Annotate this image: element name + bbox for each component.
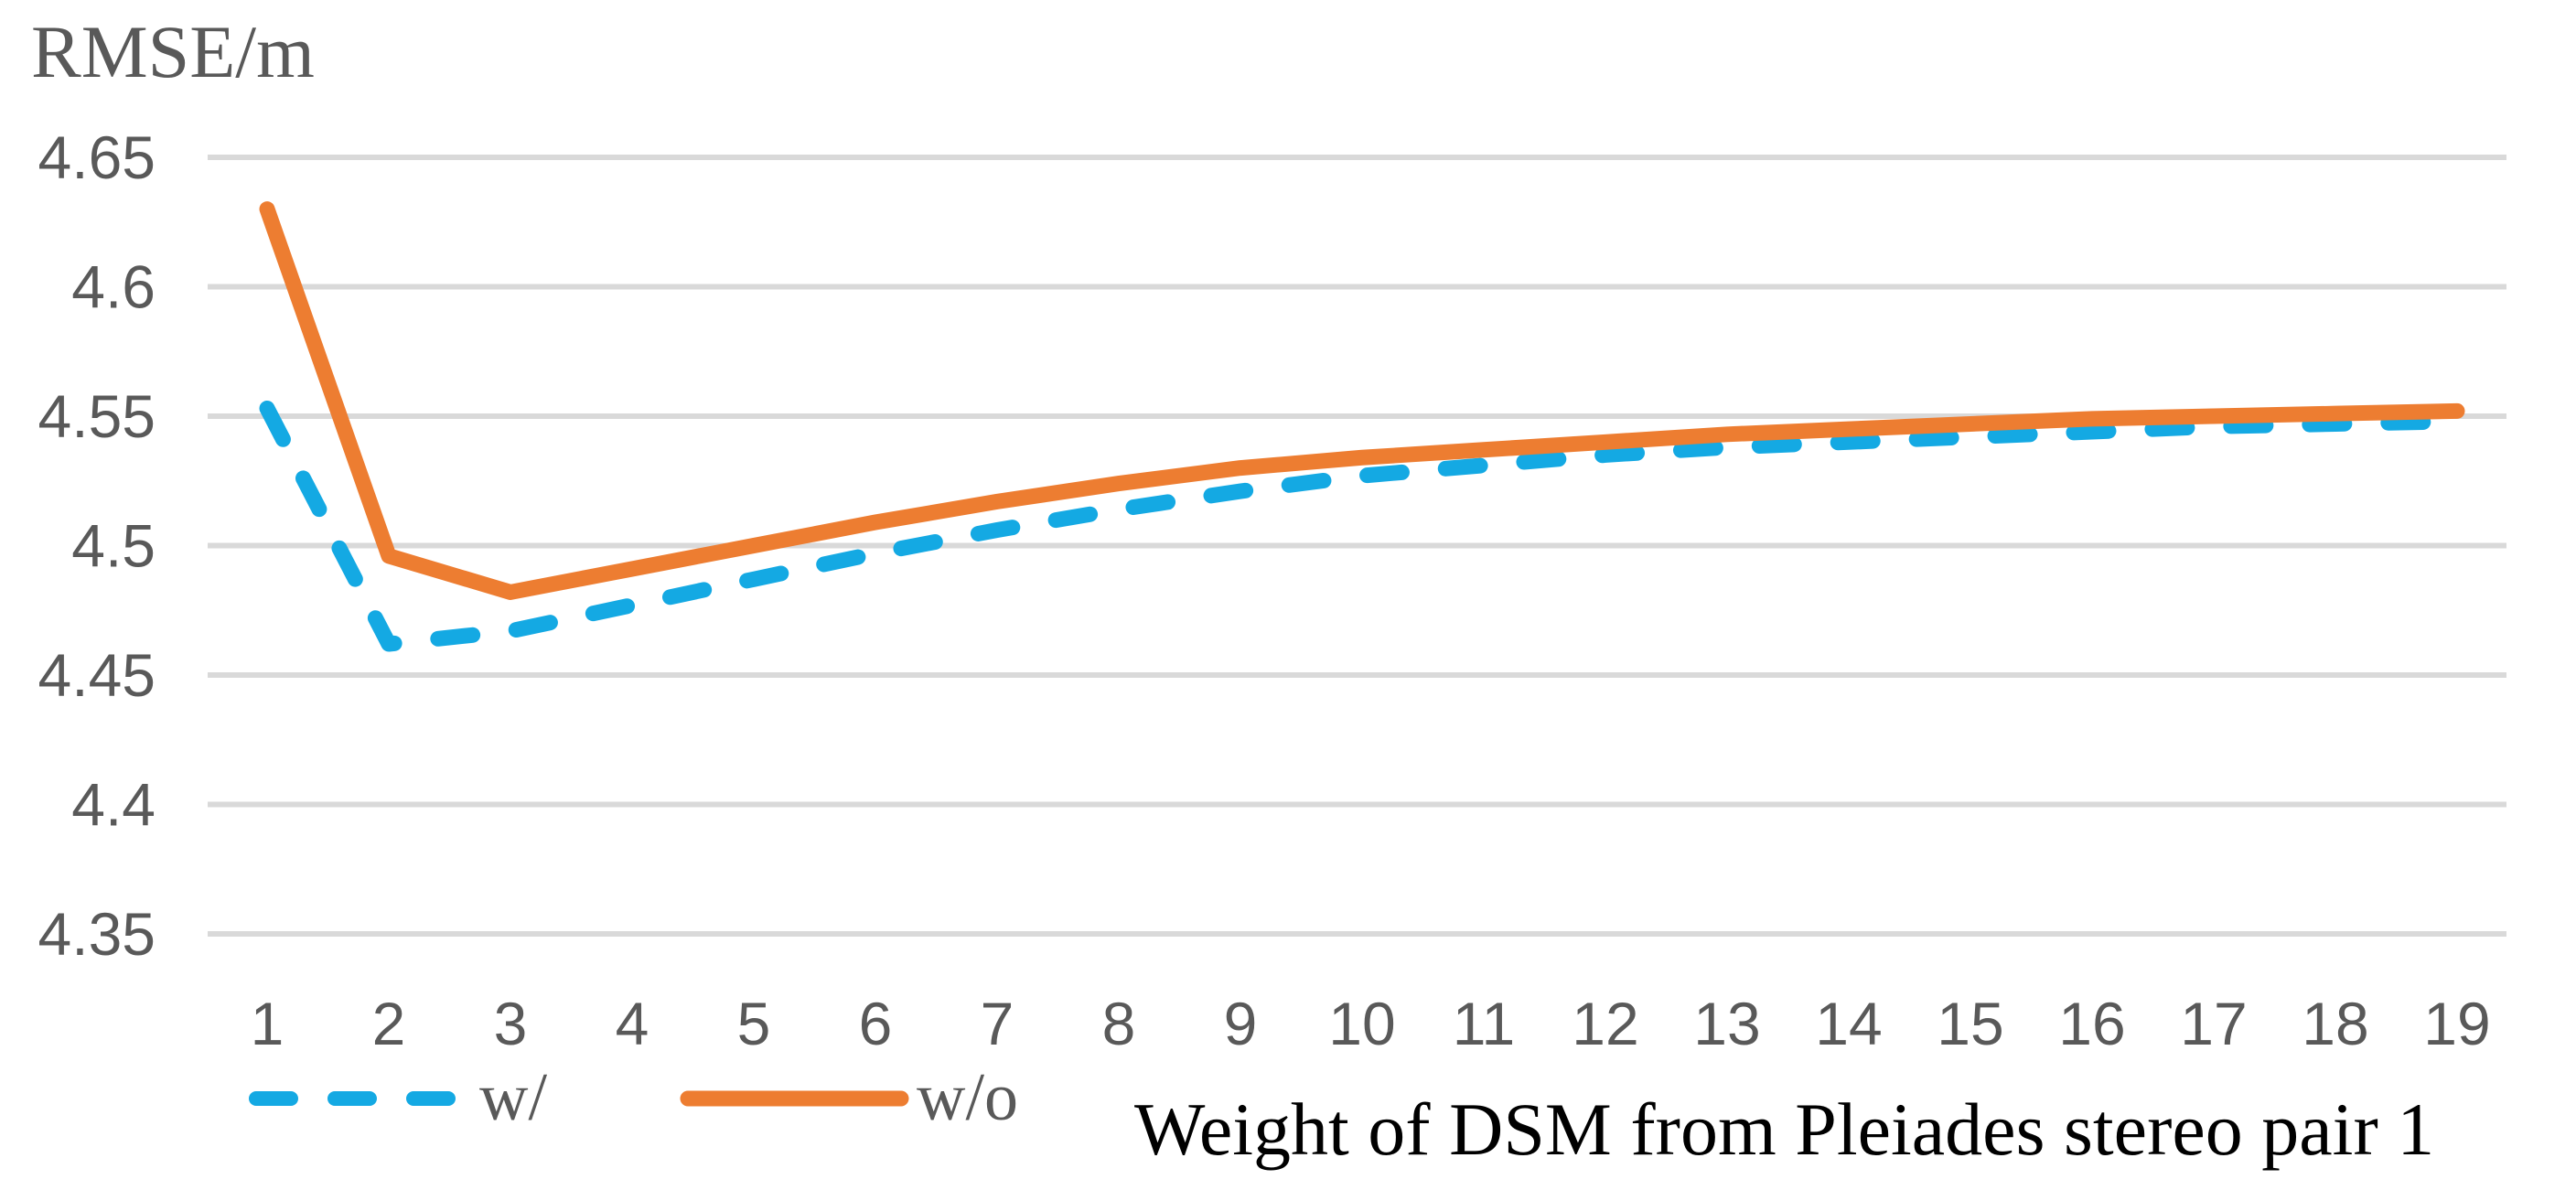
series-line-wo <box>259 201 2465 600</box>
x-tick-label: 8 <box>1102 990 1136 1057</box>
legend: w/ w/o <box>249 1060 1018 1135</box>
x-tick-label: 17 <box>2180 990 2247 1057</box>
x-tick-label: 4 <box>616 990 649 1057</box>
y-tick-label: 4.35 <box>38 900 156 968</box>
x-tick-label: 11 <box>1453 990 1516 1057</box>
x-tick-label: 15 <box>1937 990 2003 1057</box>
series-lines <box>259 201 2465 652</box>
x-tick-label: 6 <box>859 990 893 1057</box>
y-tick-label: 4.45 <box>38 641 156 709</box>
gridlines <box>208 155 2506 937</box>
x-tick-label: 7 <box>981 990 1014 1057</box>
x-tick-label: 2 <box>372 990 406 1057</box>
x-tick-label: 3 <box>494 990 528 1057</box>
x-axis-title: Weight of DSM from Pleiades stereo pair … <box>1134 1088 2434 1171</box>
x-tick-label: 19 <box>2423 990 2490 1057</box>
x-tick-label: 16 <box>2058 990 2125 1057</box>
series-line-w <box>259 401 2465 652</box>
x-tick-label: 12 <box>1572 990 1638 1057</box>
legend-label-w: w/ <box>479 1060 547 1135</box>
x-tick-label: 14 <box>1815 990 1882 1057</box>
y-tick-label: 4.65 <box>38 123 156 191</box>
x-tick-label: 10 <box>1328 990 1395 1057</box>
x-tick-label: 13 <box>1693 990 1760 1057</box>
y-tick-label: 4.6 <box>71 253 156 321</box>
x-tick-label: 18 <box>2302 990 2368 1057</box>
y-tick-label: 4.55 <box>38 382 156 450</box>
legend-label-wo: w/o <box>917 1060 1018 1135</box>
chart-title: RMSE/m <box>31 10 315 93</box>
y-axis-tick-labels: 4.65 4.6 4.55 4.5 4.45 4.4 4.35 <box>38 123 156 968</box>
y-tick-label: 4.4 <box>71 771 156 839</box>
y-tick-label: 4.5 <box>71 512 156 580</box>
x-tick-label: 9 <box>1224 990 1258 1057</box>
x-tick-label: 1 <box>251 990 284 1057</box>
x-axis-tick-labels: 1 2 3 4 5 6 7 8 9 10 11 12 13 14 15 16 17 18 19 <box>251 990 2491 1057</box>
x-tick-label: 5 <box>737 990 771 1057</box>
